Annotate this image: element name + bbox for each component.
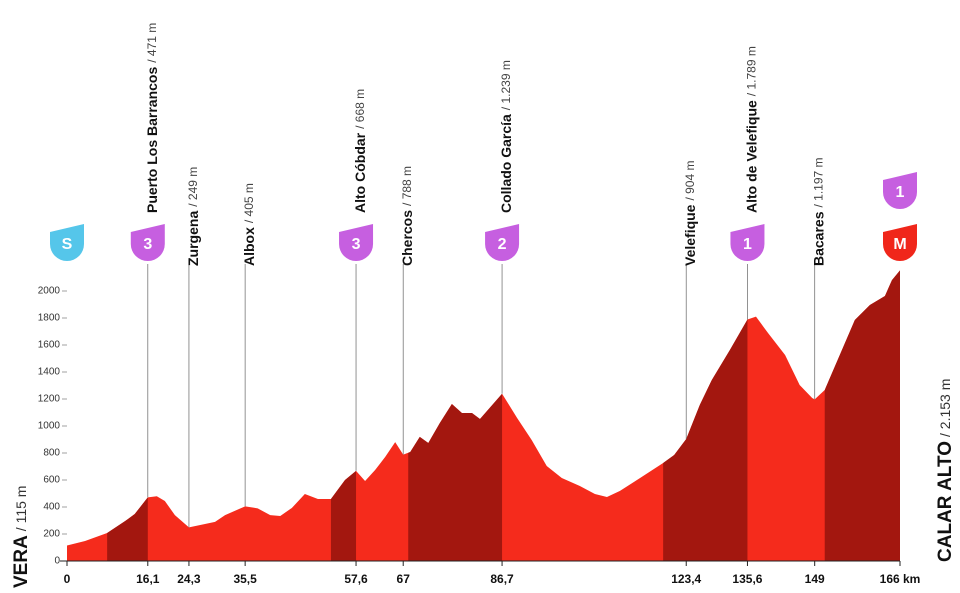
category-badge-label: 1	[743, 236, 752, 253]
y-tick-label: 800	[43, 448, 60, 459]
waypoint-label: Velefique / 904 m	[682, 161, 698, 267]
x-tick-label: 24,3	[177, 572, 201, 586]
category-badge	[883, 172, 917, 209]
climb-segment	[107, 270, 148, 561]
waypoint-label: Collado García / 1.239 m	[498, 60, 514, 213]
waypoint-elevation: / 668 m	[353, 89, 367, 129]
waypoint-name: Alto Cóbdar	[352, 132, 368, 213]
x-tick-label: 166 km	[880, 572, 921, 586]
x-tick-label: 135,6	[732, 572, 762, 586]
waypoint-name: Velefique	[682, 204, 698, 266]
category-badge-label: 3	[143, 236, 152, 253]
checker	[894, 220, 901, 224]
waypoint-name: Puerto Los Barrancos	[143, 67, 159, 213]
x-tick-label: 16,1	[136, 572, 160, 586]
y-tick-label: 200	[43, 529, 60, 540]
finish-badge-label: M	[893, 236, 906, 253]
waypoint-name: Zurgena	[185, 211, 201, 266]
y-tick-label: 600	[43, 475, 60, 486]
climb-segment	[408, 270, 503, 561]
waypoint-name: Bacares	[810, 211, 826, 266]
waypoint-name: VERA	[11, 535, 32, 588]
y-tick-label: 1400	[38, 367, 61, 378]
waypoint-name: Alto de Velefique	[743, 100, 759, 213]
finish-badge	[883, 224, 917, 261]
waypoint-name: CALAR ALTO	[935, 441, 956, 562]
waypoint-elevation: / 788 m	[400, 166, 414, 206]
waypoint-label: Bacares / 1.197 m	[810, 157, 826, 266]
waypoint-label: Alto de Velefique / 1.789 m	[743, 46, 759, 213]
category-badge	[339, 224, 374, 261]
category-badge	[730, 224, 765, 261]
waypoint-elevation: / 1.239 m	[499, 60, 513, 110]
start-badge-label: S	[62, 236, 73, 253]
x-tick-label: 149	[805, 572, 825, 586]
waypoint-name: Collado García	[498, 114, 514, 213]
x-tick-label: 0	[64, 572, 71, 586]
waypoint-elevation: / 2.153 m	[937, 379, 953, 437]
checker	[911, 213, 918, 217]
x-tick-label: 67	[397, 572, 411, 586]
waypoint-elevation: / 249 m	[186, 167, 200, 207]
waypoint-elevation: / 1.789 m	[745, 46, 759, 96]
waypoint-label: Zurgena / 249 m	[185, 167, 201, 266]
waypoint-label: Albox / 405 m	[241, 183, 257, 266]
waypoint-elevation: / 115 m	[13, 486, 29, 532]
y-tick-label: 0	[54, 556, 60, 567]
y-tick-label: 1800	[38, 313, 61, 324]
category-badge	[485, 224, 520, 262]
waypoint-label: Chercos / 788 m	[399, 166, 415, 266]
x-tick-label: 123,4	[671, 572, 701, 586]
waypoint-elevation: / 471 m	[145, 23, 159, 63]
x-tick-label: 86,7	[490, 572, 514, 586]
waypoint-elevation: / 904 m	[683, 161, 697, 201]
checker	[900, 216, 906, 220]
waypoint-label: CALAR ALTO / 2.153 m	[935, 379, 956, 562]
start-badge	[50, 224, 84, 261]
x-tick-label: 57,6	[344, 572, 368, 586]
category-badge-label: 1	[896, 184, 905, 201]
y-tick-label: 1200	[38, 394, 61, 405]
y-tick-label: 400	[43, 502, 60, 513]
waypoint-name: Albox	[241, 227, 257, 266]
waypoint-label: VERA / 115 m	[11, 486, 32, 588]
waypoint-label: Puerto Los Barrancos / 471 m	[143, 23, 159, 213]
checker	[905, 217, 912, 221]
category-badge-label: 3	[352, 236, 361, 253]
climb-segment	[824, 270, 900, 561]
climb-segment	[330, 270, 357, 561]
y-tick-label: 1600	[38, 340, 61, 351]
checker	[883, 223, 889, 226]
checker	[888, 218, 895, 222]
waypoint-elevation: / 405 m	[242, 183, 256, 223]
x-tick-label: 35,5	[233, 572, 257, 586]
waypoint-label: Alto Cóbdar / 668 m	[352, 89, 368, 213]
waypoint-name: Chercos	[399, 210, 415, 266]
category-badge-label: 2	[498, 236, 507, 253]
climb-segment	[663, 270, 748, 561]
category-badge	[130, 224, 165, 261]
y-tick-label: 2000	[38, 286, 61, 297]
y-tick-label: 1000	[38, 421, 61, 432]
waypoint-elevation: / 1.197 m	[812, 157, 826, 207]
